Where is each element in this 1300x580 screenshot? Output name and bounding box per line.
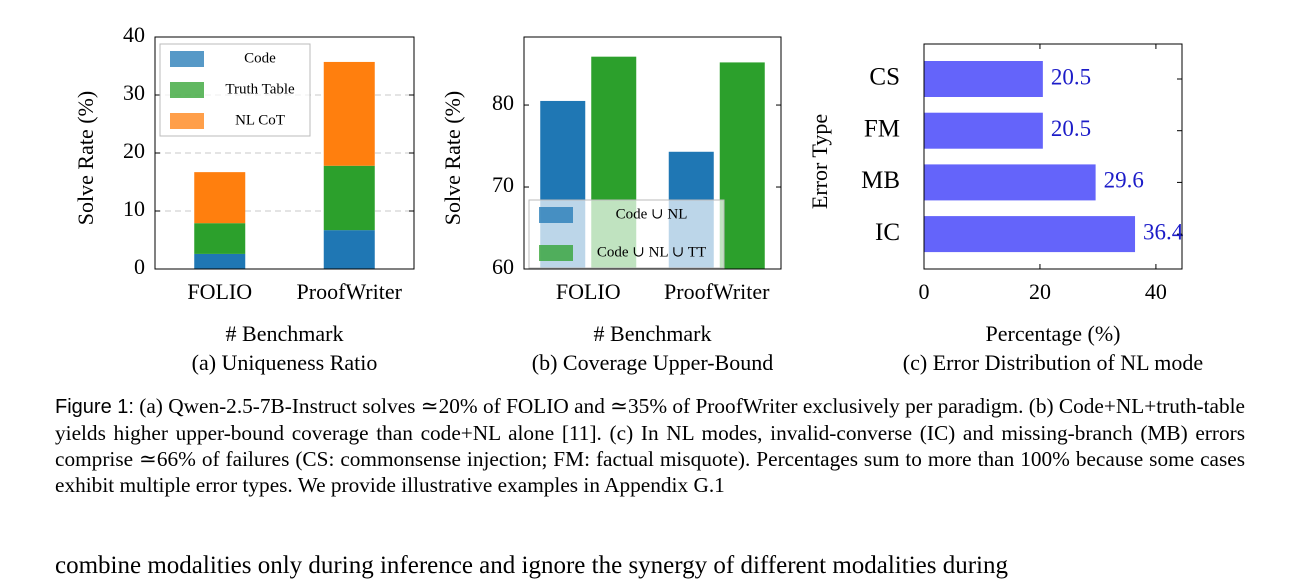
figure: 0 10 20 30 40 FOLIO ProofWriter Code Truth Table… <box>73 22 1203 375</box>
x-axis-title: # Benchmark <box>226 321 344 346</box>
y-axis-title: Solve Rate (%) <box>73 91 98 225</box>
x-tick-label: ProofWriter <box>664 279 770 304</box>
legend-swatch <box>539 245 573 261</box>
value-label: 36.4 <box>1143 219 1184 244</box>
y-tick-label: 80 <box>492 90 514 115</box>
bar <box>924 61 1043 97</box>
legend-swatch <box>170 82 204 98</box>
bar <box>924 216 1136 253</box>
caption: Figure 1: (a) Qwen-2.5-7B-Instruct solve… <box>55 393 1245 498</box>
y-axis-title: Solve Rate (%) <box>440 91 465 225</box>
bar <box>924 164 1096 201</box>
caption-text: (a) Qwen-2.5-7B-Instruct solves ≃20% of … <box>55 394 1245 497</box>
bar <box>924 112 1043 149</box>
y-tick-label: FM <box>864 115 900 142</box>
x-tick-label: 40 <box>1145 279 1167 304</box>
y-tick-label: 30 <box>123 80 145 105</box>
y-tick-label: 0 <box>134 254 145 279</box>
y-tick-label: 10 <box>123 196 145 221</box>
legend-swatch <box>170 113 204 129</box>
bar-segment <box>323 165 375 231</box>
x-tick-label: FOLIO <box>187 279 252 304</box>
subplot-caption: (b) Coverage Upper-Bound <box>532 350 773 375</box>
value-label: 29.6 <box>1104 168 1144 193</box>
legend-label: Truth Table <box>225 81 295 97</box>
y-tick-label: 40 <box>123 22 145 47</box>
bar <box>719 62 765 270</box>
y-tick-label: 70 <box>492 172 514 197</box>
y-tick-label: CS <box>869 64 900 91</box>
x-tick-label: 0 <box>919 279 930 304</box>
legend-label: Code ∪ NL ∪ TT <box>597 244 706 260</box>
value-label: 20.5 <box>1051 116 1091 141</box>
x-axis-title: # Benchmark <box>594 321 712 346</box>
caption-label: Figure 1: <box>55 396 134 418</box>
x-tick-label: ProofWriter <box>297 279 403 304</box>
value-label: 20.5 <box>1051 64 1091 89</box>
legend-label: Code ∪ NL <box>616 206 688 222</box>
axes-frame <box>523 36 782 270</box>
legend-swatch <box>170 51 204 67</box>
y-tick-label: 20 <box>123 138 145 163</box>
body-text: combine modalities only during inference… <box>55 552 1008 579</box>
x-tick-label: FOLIO <box>556 279 621 304</box>
y-tick-label: MB <box>861 167 900 194</box>
bar-segment <box>323 61 375 166</box>
legend-label: Code <box>244 50 276 66</box>
axes-frame <box>923 43 1183 270</box>
bar-segment <box>194 223 246 254</box>
legend-swatch <box>539 207 573 223</box>
axes-frame <box>154 36 415 270</box>
bar-segment <box>194 253 246 269</box>
subplot-caption: (c) Error Distribution of NL mode <box>903 350 1203 375</box>
y-axis-title: Error Type <box>807 114 832 209</box>
legend-label: NL CoT <box>235 112 285 128</box>
subplot-caption: (a) Uniqueness Ratio <box>192 350 378 375</box>
x-axis-title: Percentage (%) <box>986 321 1121 346</box>
x-tick-label: 20 <box>1029 279 1051 304</box>
bar-segment <box>194 172 246 224</box>
bar-segment <box>323 230 375 269</box>
y-tick-label: IC <box>875 219 900 246</box>
y-tick-label: 60 <box>492 254 514 279</box>
